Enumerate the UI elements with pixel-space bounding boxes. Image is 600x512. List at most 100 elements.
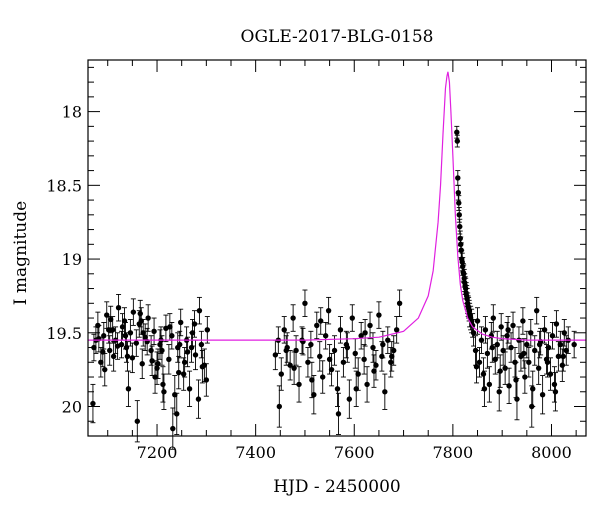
data-point — [318, 318, 324, 324]
data-point — [320, 374, 326, 380]
data-point — [529, 403, 535, 410]
data-point — [130, 309, 137, 315]
data-point — [287, 362, 293, 368]
data-point — [123, 344, 130, 351]
data-point — [166, 356, 172, 363]
data-point — [541, 327, 548, 333]
data-point — [337, 327, 344, 333]
data-point — [317, 353, 323, 360]
y-axis-label: I magnitude — [11, 201, 31, 305]
data-point — [478, 337, 485, 343]
data-point — [484, 350, 491, 357]
data-point — [456, 200, 462, 206]
data-point — [530, 386, 536, 392]
data-point — [560, 353, 567, 360]
data-point — [305, 359, 311, 365]
data-point — [506, 383, 512, 389]
data-point — [106, 327, 112, 333]
data-point — [355, 371, 361, 377]
data-point — [98, 359, 104, 365]
data-point — [489, 344, 496, 351]
data-point — [470, 330, 477, 336]
data-point — [361, 356, 367, 363]
data-point — [552, 389, 559, 395]
data-point — [352, 350, 358, 357]
x-tick-label: 8000 — [531, 443, 572, 462]
data-point — [563, 347, 569, 354]
data-point — [124, 353, 131, 360]
data-point — [536, 341, 543, 348]
data-point — [161, 389, 167, 395]
data-point — [91, 344, 97, 351]
data-point — [109, 327, 116, 333]
data-point — [532, 347, 538, 354]
data-point — [473, 363, 480, 370]
data-point — [494, 341, 500, 348]
data-point — [388, 359, 394, 365]
data-point — [544, 359, 551, 365]
data-point — [174, 411, 180, 417]
data-point — [328, 366, 335, 373]
data-point — [373, 362, 379, 368]
data-point — [539, 392, 546, 398]
data-point — [481, 386, 488, 392]
data-point — [524, 341, 530, 348]
data-points — [90, 125, 577, 450]
data-point — [340, 359, 347, 365]
data-point — [382, 389, 388, 395]
data-point — [547, 371, 554, 377]
data-point — [474, 318, 481, 324]
data-point — [502, 365, 508, 371]
data-point — [490, 315, 497, 321]
data-point — [283, 347, 289, 354]
y-tick-label: 19 — [62, 250, 82, 269]
tick-labels: 7200 7400 7600 7800 8000 18 18.5 19 19.5 20 — [46, 103, 571, 462]
data-point — [177, 341, 183, 348]
data-point — [344, 344, 351, 351]
data-point — [176, 369, 182, 376]
model-curve — [88, 71, 586, 341]
data-point — [90, 400, 96, 407]
data-point — [526, 359, 532, 365]
data-point — [155, 361, 161, 367]
y-tick-label: 20 — [62, 398, 82, 417]
data-point — [142, 334, 148, 340]
data-point — [497, 368, 503, 374]
y-tick-label: 18.5 — [46, 176, 82, 195]
data-point — [326, 356, 333, 363]
data-point — [508, 344, 514, 351]
data-point — [148, 347, 154, 354]
data-point — [134, 418, 141, 424]
data-point — [184, 349, 191, 355]
data-point — [125, 386, 132, 392]
data-point — [145, 315, 151, 321]
data-point — [302, 300, 308, 306]
data-point — [151, 328, 157, 335]
data-point — [482, 327, 489, 333]
data-point — [505, 327, 511, 333]
data-point — [454, 129, 460, 135]
data-point — [192, 352, 199, 358]
x-axis-label: HJD - 2450000 — [273, 477, 401, 497]
data-point — [367, 322, 373, 329]
data-point — [396, 300, 403, 306]
x-tick-label: 7200 — [137, 443, 178, 462]
data-point — [309, 377, 315, 383]
data-point — [160, 381, 166, 388]
data-point — [199, 363, 206, 370]
data-point — [454, 138, 461, 144]
data-point — [331, 347, 338, 354]
data-point — [486, 381, 493, 388]
data-point — [522, 374, 528, 380]
data-point — [455, 175, 461, 181]
data-point — [349, 315, 355, 321]
data-point — [322, 333, 329, 339]
data-point — [510, 322, 516, 329]
data-point — [498, 324, 504, 330]
data-point — [457, 223, 463, 230]
data-point — [129, 355, 136, 361]
y-tick-label: 18 — [62, 103, 82, 122]
data-point — [167, 324, 173, 330]
data-point — [139, 361, 145, 367]
